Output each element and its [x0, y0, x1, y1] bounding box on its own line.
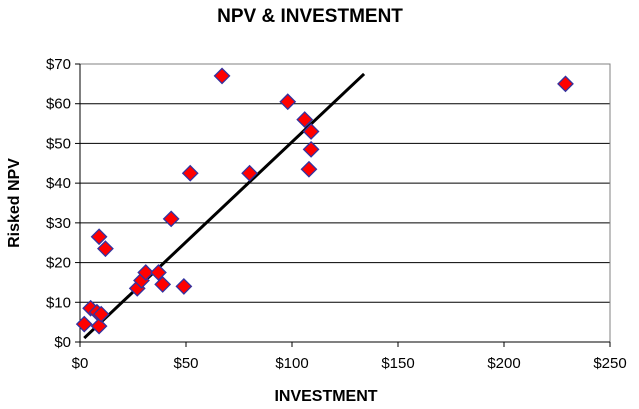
data-point-6: [97, 240, 114, 258]
data-point-17: [279, 93, 297, 111]
data-point-16: [241, 164, 259, 182]
y-tick-label-5: $50: [46, 135, 71, 152]
data-point-20: [302, 140, 320, 158]
x-tick-label-0: $0: [72, 355, 89, 372]
chart-title: NPV & INVESTMENT: [217, 6, 403, 27]
data-point-21: [300, 160, 318, 178]
data-point-3: [90, 317, 108, 335]
data-point-12: [162, 210, 180, 228]
y-tick-label-6: $60: [46, 96, 71, 113]
data-point-19: [302, 123, 320, 140]
x-tick-label-1: $50: [173, 355, 198, 372]
x-tick-label-5: $250: [593, 355, 626, 372]
y-tick-label-2: $20: [46, 255, 71, 272]
trendline: [83, 72, 366, 340]
x-tick-label-4: $200: [487, 355, 520, 372]
axes: [75, 63, 611, 347]
y-tick-label-1: $10: [46, 294, 71, 311]
y-tick-label-7: $70: [46, 56, 71, 73]
data-point-22: [557, 75, 574, 93]
data-point-13: [175, 277, 193, 295]
x-tick-labels: $0 $50 $100 $150 $200 $250: [72, 355, 627, 372]
plot-area-border: [79, 63, 611, 343]
data-point-11: [154, 275, 172, 293]
data-point-0: [75, 315, 93, 333]
y-tick-label-4: $40: [46, 175, 71, 192]
data-point-5: [90, 228, 108, 246]
data-point-9: [137, 264, 155, 281]
y-tick-labels: $0 $10 $20 $30 $40 $50 $60 $70: [46, 56, 71, 351]
x-axis-label: INVESTMENT: [274, 388, 377, 405]
data-point-4: [92, 305, 110, 323]
x-tick-label-3: $150: [381, 355, 414, 372]
x-tick-label-2: $100: [275, 355, 308, 372]
data-point-14: [181, 164, 199, 182]
y-tick-label-3: $30: [46, 215, 71, 232]
data-points: [75, 67, 574, 335]
trendline-layer: [83, 72, 366, 340]
data-point-10: [150, 264, 167, 281]
y-tick-label-0: $0: [54, 334, 71, 351]
data-point-18: [296, 111, 314, 129]
data-point-15: [213, 67, 231, 85]
y-axis-label: Risked NPV: [6, 158, 23, 248]
